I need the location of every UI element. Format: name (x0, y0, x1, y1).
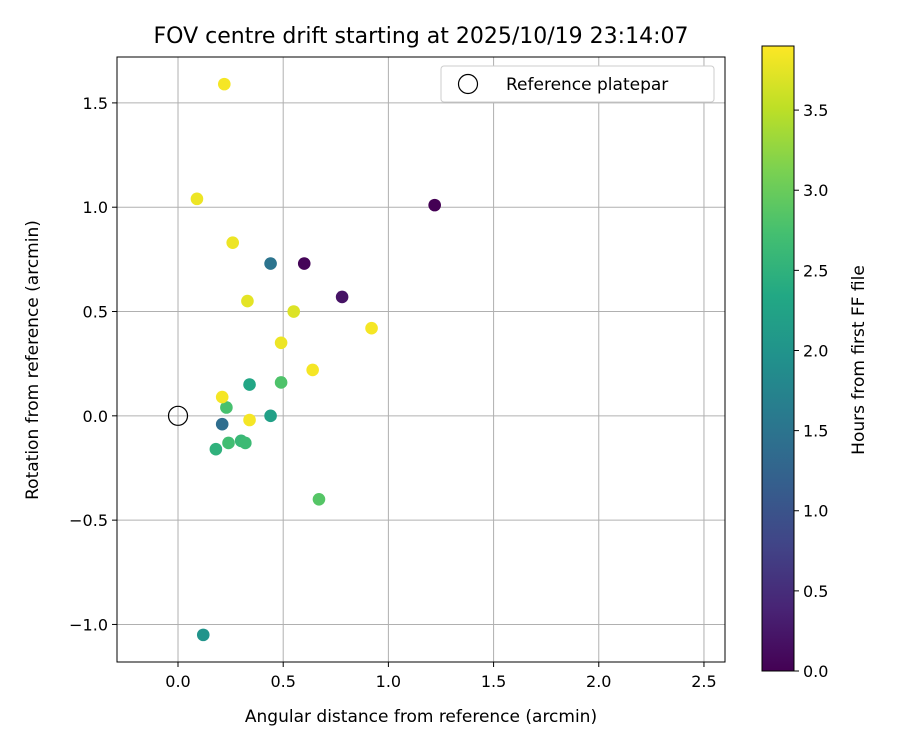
colorbar-label: Hours from first FF file (849, 265, 869, 455)
colorbar-tick-label: 1.5 (803, 422, 828, 441)
data-point (312, 492, 326, 506)
x-tick-label: 1.0 (376, 672, 401, 691)
data-point (335, 290, 349, 304)
data-point (217, 77, 231, 91)
legend-reference-marker (457, 73, 479, 95)
data-point (274, 376, 288, 389)
x-tick-label: 0.5 (270, 672, 295, 691)
y-tick-label: 0.0 (83, 407, 108, 426)
data-point (243, 413, 256, 427)
data-point (287, 305, 301, 318)
plot-area (117, 57, 725, 662)
data-point (274, 336, 288, 350)
data-point (215, 417, 229, 431)
data-point (264, 409, 277, 423)
colorbar-tick-label: 2.5 (803, 261, 828, 280)
legend-box (440, 65, 715, 103)
data-point (215, 390, 229, 404)
legend-label: Reference platepar (506, 75, 668, 95)
reference-marker-group (167, 405, 189, 426)
colorbar-tick-label: 3.5 (803, 101, 828, 120)
legend: Reference platepar (440, 65, 715, 103)
data-point (306, 363, 319, 377)
colorbar-ticks: 0.0 0.5 1.0 1.5 2.0 2.5 3.0 3.5 (794, 101, 828, 681)
colorbar-tick-label: 0.0 (803, 662, 828, 681)
colorbar-tick-label: 0.5 (803, 582, 828, 601)
colorbar (761, 45, 795, 672)
scatter-points (190, 77, 441, 642)
plot-frame (116, 56, 726, 663)
data-point (428, 198, 441, 212)
data-point (243, 378, 256, 391)
x-tick-label: 2.5 (691, 672, 716, 691)
data-point (196, 628, 210, 642)
data-point (365, 321, 378, 335)
data-point (220, 401, 233, 414)
data-point (297, 257, 311, 270)
x-tick-label: 2.0 (586, 672, 611, 691)
x-tick-label: 0.0 (165, 672, 190, 691)
data-point (190, 192, 204, 206)
y-tick-label: 0.5 (83, 303, 108, 322)
y-tick-label: −0.5 (69, 511, 108, 530)
colorbar-tick-label: 1.0 (803, 502, 828, 521)
y-tick-label: 1.0 (83, 198, 108, 217)
data-point (209, 442, 223, 456)
reference-marker (167, 405, 189, 426)
y-axis-label: Rotation from reference (arcmin) (23, 220, 43, 500)
data-point (222, 436, 235, 450)
x-axis-label: Angular distance from reference (arcmin) (245, 707, 597, 727)
data-point (241, 294, 254, 308)
x-tick-label: 1.5 (481, 672, 506, 691)
data-point (239, 436, 252, 450)
colorbar-tick-label: 2.0 (803, 341, 828, 360)
data-point (226, 236, 240, 249)
grid (117, 57, 725, 662)
axis-ticks: 0.0 0.5 1.0 1.5 2.0 2.5 −1.0 −0.5 0.0 0.5 1.0 1.5 (69, 94, 717, 691)
y-tick-label: 1.5 (83, 94, 108, 113)
colorbar-tick-label: 3.0 (803, 181, 828, 200)
y-tick-label: −1.0 (69, 615, 108, 634)
chart-title: FOV centre drift starting at 2025/10/19 … (154, 24, 689, 49)
data-point (264, 257, 277, 270)
